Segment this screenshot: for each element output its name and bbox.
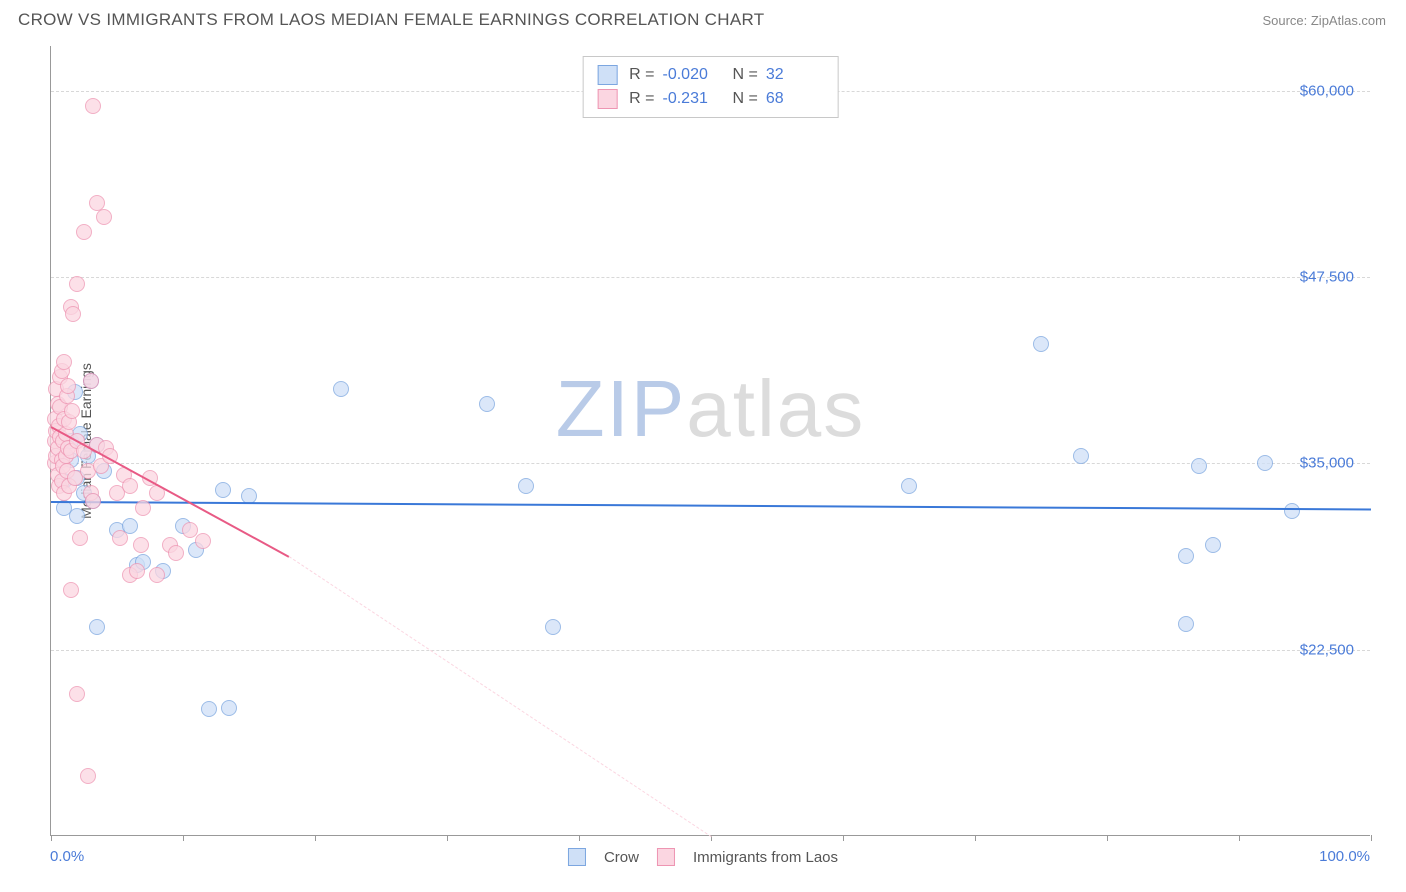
data-point-laos [129,563,145,579]
data-point-laos [76,224,92,240]
bottom-legend: Crow Immigrants from Laos [568,848,838,866]
data-point-laos [72,530,88,546]
data-point-crow [545,619,561,635]
n-label: N = [733,66,758,84]
data-point-laos [85,493,101,509]
data-point-crow [901,478,917,494]
chart-header: CROW VS IMMIGRANTS FROM LAOS MEDIAN FEMA… [0,0,1406,36]
gridline-h [51,277,1370,278]
data-point-laos [135,500,151,516]
watermark-atlas: atlas [686,364,865,453]
legend-label-laos: Immigrants from Laos [693,849,838,866]
data-point-crow [1033,336,1049,352]
data-point-laos [60,378,76,394]
swatch-crow [597,65,617,85]
x-tick [975,835,976,841]
plot-area: ZIPatlas R = -0.020 N = 32 R = -0.231 N … [50,46,1370,836]
stats-row-crow: R = -0.020 N = 32 [597,63,824,87]
x-tick [1371,835,1372,841]
data-point-laos [112,530,128,546]
data-point-laos [69,686,85,702]
r-value-crow: -0.020 [663,66,721,84]
r-value-laos: -0.231 [663,90,721,108]
r-label: R = [629,90,654,108]
data-point-laos [83,373,99,389]
data-point-laos [195,533,211,549]
x-label-right: 100.0% [1319,848,1370,865]
data-point-crow [1205,537,1221,553]
data-point-laos [122,478,138,494]
data-point-laos [65,306,81,322]
swatch-crow [568,848,586,866]
data-point-crow [221,700,237,716]
data-point-laos [85,98,101,114]
data-point-laos [80,768,96,784]
watermark-zip: ZIP [556,364,686,453]
x-tick [183,835,184,841]
source-name: ZipAtlas.com [1311,13,1386,28]
x-label-left: 0.0% [50,848,84,865]
x-tick [51,835,52,841]
chart-container: Median Female Earnings ZIPatlas R = -0.0… [0,36,1406,846]
gridline-h [51,463,1370,464]
data-point-crow [1284,503,1300,519]
x-tick [1107,835,1108,841]
swatch-laos [657,848,675,866]
data-point-laos [89,195,105,211]
y-tick-label: $47,500 [1300,269,1354,286]
data-point-crow [479,396,495,412]
data-point-crow [201,701,217,717]
x-tick [315,835,316,841]
y-tick-label: $60,000 [1300,82,1354,99]
source-attribution: Source: ZipAtlas.com [1262,13,1386,28]
data-point-laos [168,545,184,561]
data-point-laos [69,276,85,292]
data-point-crow [1073,448,1089,464]
y-tick-label: $22,500 [1300,641,1354,658]
data-point-crow [518,478,534,494]
x-tick [447,835,448,841]
data-point-laos [63,582,79,598]
data-point-crow [69,508,85,524]
data-point-crow [1257,455,1273,471]
n-value-crow: 32 [766,66,824,84]
data-point-crow [1178,548,1194,564]
gridline-h [51,650,1370,651]
x-tick [579,835,580,841]
stats-row-laos: R = -0.231 N = 68 [597,87,824,111]
watermark: ZIPatlas [556,363,865,455]
data-point-crow [89,619,105,635]
n-value-laos: 68 [766,90,824,108]
swatch-laos [597,89,617,109]
data-point-laos [149,567,165,583]
x-tick [843,835,844,841]
source-prefix: Source: [1262,13,1310,28]
data-point-laos [56,354,72,370]
stats-legend: R = -0.020 N = 32 R = -0.231 N = 68 [582,56,839,118]
r-label: R = [629,66,654,84]
legend-label-crow: Crow [604,849,639,866]
chart-title: CROW VS IMMIGRANTS FROM LAOS MEDIAN FEMA… [18,10,764,30]
data-point-laos [64,403,80,419]
data-point-crow [333,381,349,397]
data-point-crow [1191,458,1207,474]
data-point-crow [215,482,231,498]
data-point-crow [1178,616,1194,632]
n-label: N = [733,90,758,108]
trend-line [288,556,711,837]
trend-line [51,501,1371,510]
data-point-laos [96,209,112,225]
x-tick [1239,835,1240,841]
y-tick-label: $35,000 [1300,455,1354,472]
data-point-laos [133,537,149,553]
